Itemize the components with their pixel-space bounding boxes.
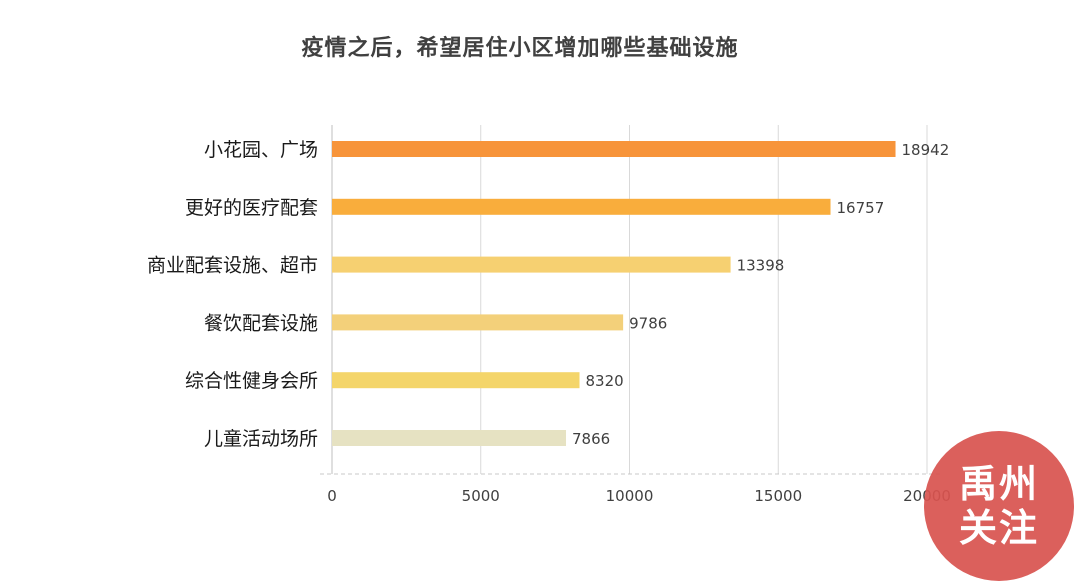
- x-tick-label: 5000: [462, 487, 500, 505]
- bar: [332, 256, 731, 273]
- category-label: 餐饮配套设施: [204, 312, 318, 334]
- x-tick-label: 10000: [606, 487, 654, 505]
- watermark-logo: 禹州 关注: [924, 431, 1074, 581]
- category-label: 综合性健身会所: [185, 370, 318, 392]
- data-label: 18942: [902, 141, 950, 159]
- data-label: 8320: [586, 372, 624, 390]
- chart-title: 疫情之后，希望居住小区增加哪些基础设施: [301, 36, 739, 61]
- bar: [332, 372, 580, 389]
- bar: [332, 314, 624, 331]
- bar: [332, 141, 896, 157]
- data-label: 9786: [629, 314, 667, 332]
- category-label: 儿童活动场所: [204, 428, 318, 450]
- x-tick-label: 0: [327, 487, 337, 505]
- watermark-line-1: 禹州: [958, 462, 1039, 506]
- data-label: 7866: [572, 430, 610, 448]
- bar: [332, 430, 567, 446]
- watermark-line-2: 关注: [958, 506, 1039, 550]
- data-label: 13398: [737, 257, 785, 275]
- category-label: 小花园、广场: [204, 139, 318, 161]
- category-label: 更好的医疗配套: [185, 197, 318, 219]
- x-tick-label: 15000: [754, 487, 802, 505]
- category-label: 商业配套设施、超市: [147, 255, 318, 277]
- bar: [332, 198, 831, 215]
- data-label: 16757: [837, 199, 885, 217]
